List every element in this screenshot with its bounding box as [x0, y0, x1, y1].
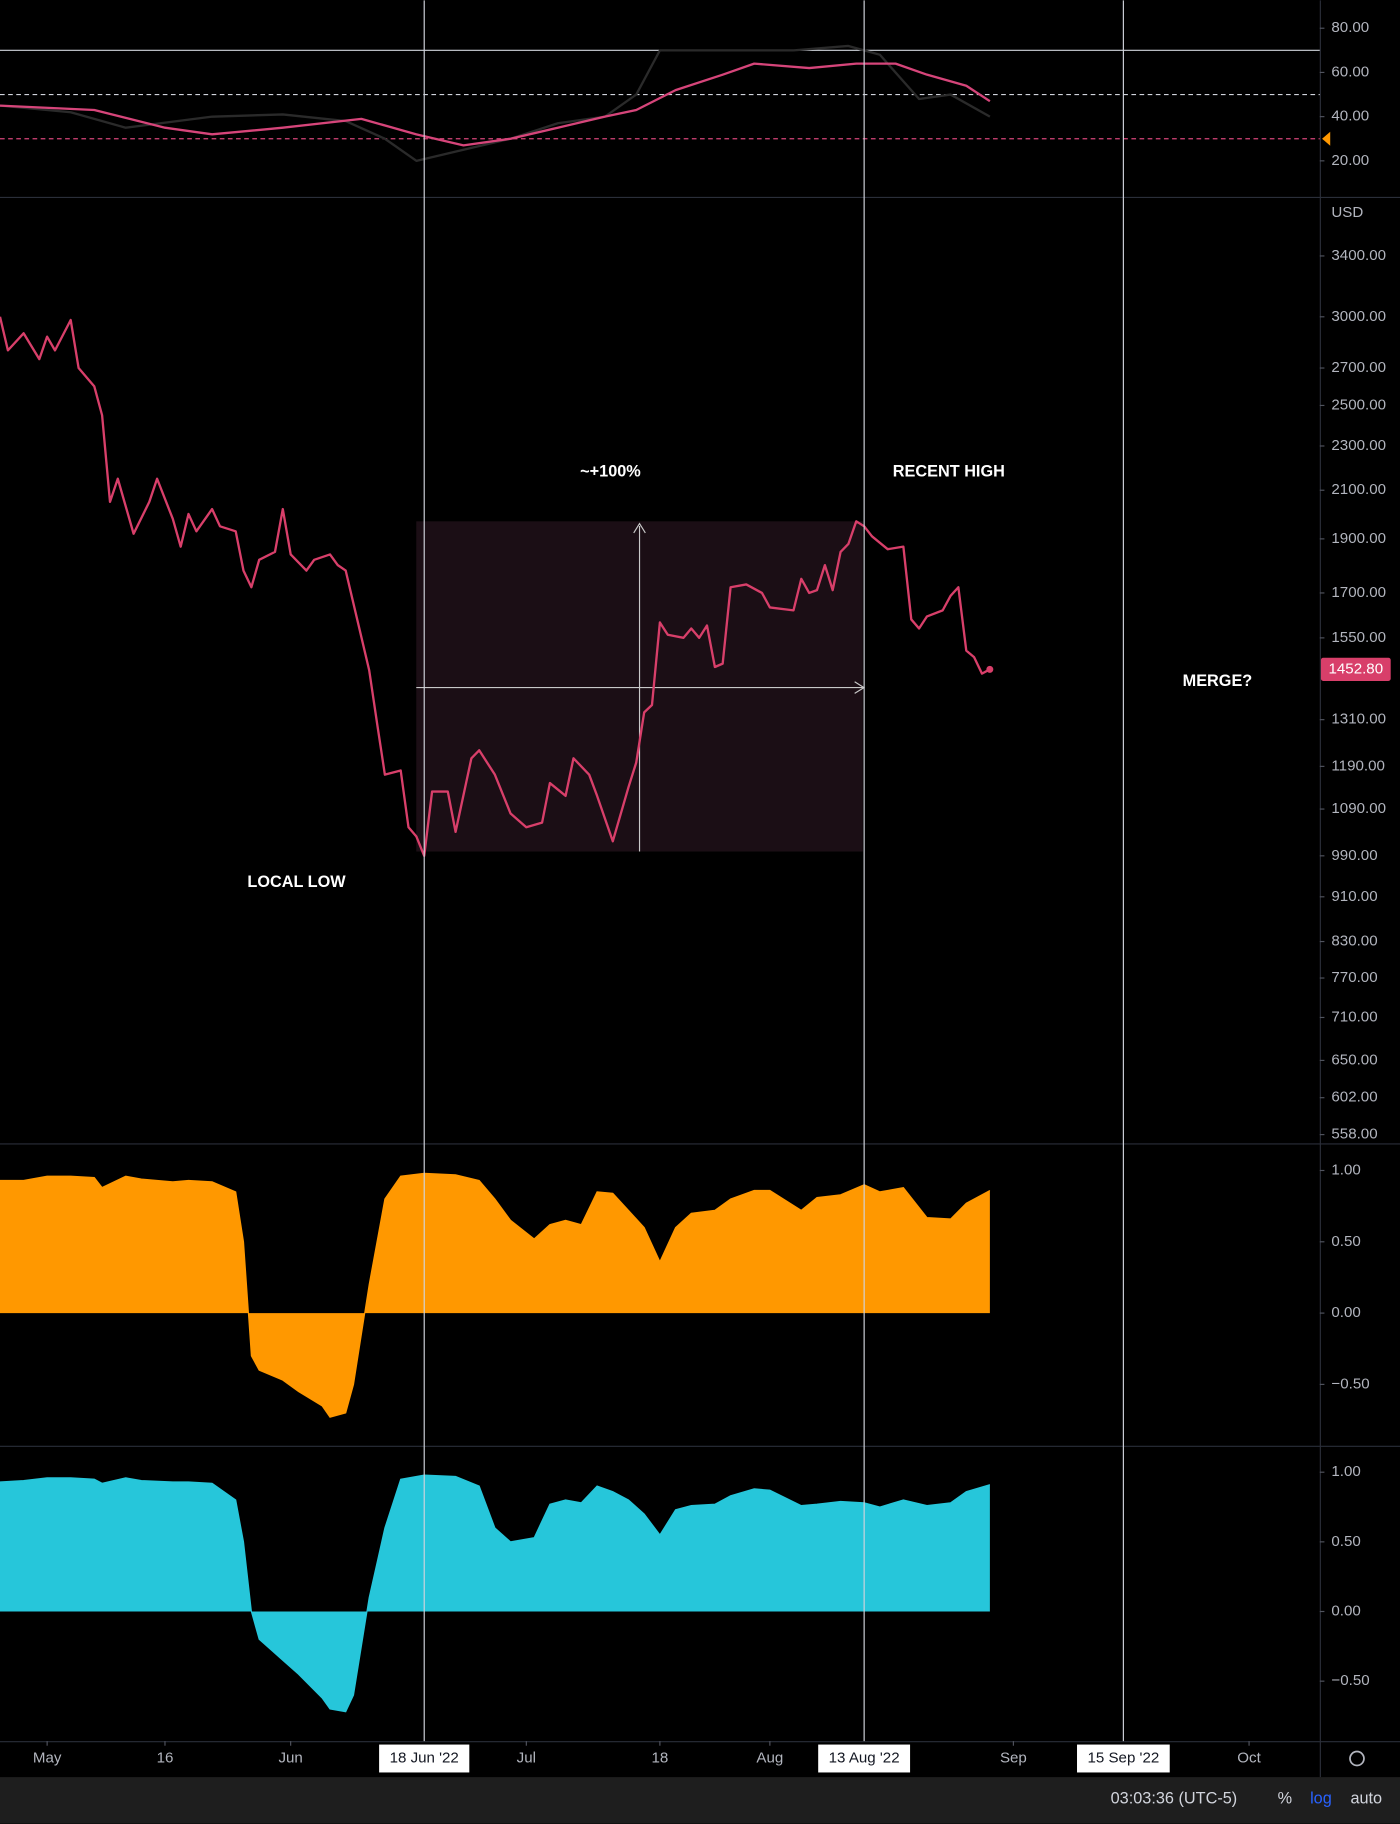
x-tick-label: Jul — [517, 1749, 536, 1766]
annotation: LOCAL LOW — [247, 873, 346, 891]
log-toggle[interactable]: log — [1310, 1790, 1332, 1808]
level-marker — [1322, 131, 1331, 146]
y-tick-label: 1090.00 — [1331, 800, 1386, 817]
y-tick-label: 0.00 — [1331, 1602, 1360, 1619]
x-tick-label: Sep — [1000, 1749, 1027, 1766]
y-tick-label: 2300.00 — [1331, 437, 1386, 454]
annotation: RECENT HIGH — [893, 463, 1005, 481]
y-tick-label: 0.50 — [1331, 1233, 1360, 1250]
y-tick-label: 3000.00 — [1331, 308, 1386, 325]
percent-toggle[interactable]: % — [1278, 1790, 1292, 1808]
y-tick-label: 1190.00 — [1331, 757, 1385, 774]
y-tick-label: 3400.00 — [1331, 247, 1386, 264]
series-line — [0, 62, 991, 147]
y-tick-label: 2500.00 — [1331, 396, 1386, 413]
y-tick-label: 80.00 — [1331, 19, 1369, 36]
y-tick-label: 2700.00 — [1331, 359, 1386, 376]
x-tick-label: 18 — [651, 1749, 668, 1766]
series-line — [0, 44, 991, 163]
y-tick-label: 1.00 — [1331, 1463, 1360, 1480]
y-tick-label: 770.00 — [1331, 969, 1377, 986]
y-tick-label: 558.00 — [1331, 1126, 1377, 1143]
y-unit: USD — [1331, 204, 1363, 221]
x-tick-label: Jun — [278, 1749, 302, 1766]
settings-icon[interactable] — [1349, 1750, 1365, 1767]
last-point — [986, 665, 994, 673]
y-tick-label: 830.00 — [1331, 933, 1377, 950]
annotation: ~+100% — [580, 463, 641, 481]
y-tick-label: 710.00 — [1331, 1008, 1377, 1025]
x-tick-label: Aug — [756, 1749, 783, 1766]
y-tick-label: 990.00 — [1331, 847, 1377, 864]
annotation: MERGE? — [1183, 672, 1253, 690]
area-edge — [0, 1474, 991, 1713]
y-tick-label: 1700.00 — [1331, 584, 1386, 601]
y-tick-label: −0.50 — [1331, 1672, 1369, 1689]
y-tick-label: 1310.00 — [1331, 711, 1386, 728]
x-tick-label: 18 Jun '22 — [390, 1749, 459, 1766]
y-tick-label: 20.00 — [1331, 152, 1369, 169]
y-tick-label: 2100.00 — [1331, 481, 1386, 498]
x-tick-highlight — [1077, 1744, 1170, 1773]
auto-toggle[interactable]: auto — [1350, 1790, 1382, 1808]
y-tick-label: 60.00 — [1331, 63, 1369, 80]
area-fill — [0, 1173, 990, 1418]
y-tick-label: 1.00 — [1331, 1161, 1360, 1178]
y-tick-label: 0.00 — [1331, 1304, 1360, 1321]
clock: 03:03:36 (UTC-5) — [1111, 1790, 1238, 1808]
x-tick-label: 13 Aug '22 — [829, 1749, 900, 1766]
series-line — [0, 316, 991, 858]
y-tick-label: 650.00 — [1331, 1051, 1377, 1068]
y-tick-label: 602.00 — [1331, 1089, 1377, 1106]
y-tick-label: 910.00 — [1331, 888, 1377, 905]
y-tick-label: 40.00 — [1331, 108, 1369, 125]
price-label-bg — [1320, 657, 1391, 681]
y-tick-label: 1900.00 — [1331, 530, 1386, 547]
area-fill — [0, 1475, 990, 1712]
x-tick-label: May — [33, 1749, 62, 1766]
x-tick-highlight — [379, 1744, 470, 1773]
x-tick-label: Oct — [1237, 1749, 1261, 1766]
y-tick-label: −0.50 — [1331, 1375, 1369, 1392]
area-edge — [0, 1172, 991, 1418]
y-tick-label: 0.50 — [1331, 1533, 1360, 1550]
y-tick-label: 1550.00 — [1331, 629, 1386, 646]
status-bar — [0, 1777, 1400, 1824]
arrow-head — [633, 522, 646, 534]
x-tick-label: 16 — [157, 1749, 174, 1766]
price-label: 1452.80 — [1329, 660, 1384, 677]
x-tick-highlight — [818, 1744, 911, 1773]
x-tick-label: 15 Sep '22 — [1087, 1749, 1159, 1766]
